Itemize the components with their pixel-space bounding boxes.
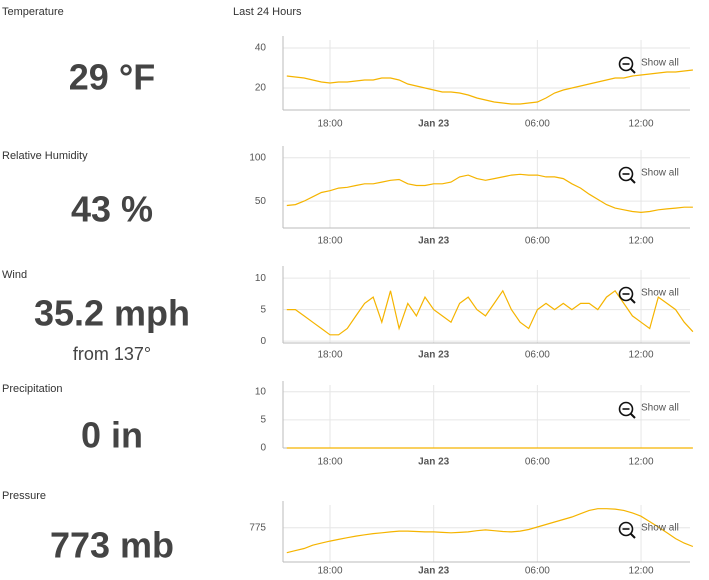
panel-label: Relative Humidity [2,150,88,162]
zoom-icon[interactable] [618,521,634,537]
y-tick-label: 5 [260,304,266,315]
y-tick-label: 40 [255,43,267,54]
show-all[interactable]: Show all [641,168,679,179]
zoom-icon[interactable] [618,401,634,417]
y-tick-label: 5 [260,415,266,426]
reading-detail: from 137° [73,344,151,364]
x-tick-label: 12:00 [629,119,654,130]
x-tick-label: 06:00 [525,119,550,130]
y-tick-label: 20 [255,83,267,94]
reading: 0 in [81,415,143,456]
show-all[interactable]: Show all [641,523,679,534]
x-tick-label: Jan 23 [418,119,450,130]
y-tick-label: 100 [249,152,266,163]
reading: 35.2 mph [34,293,190,334]
zoom-icon[interactable] [618,166,634,182]
x-tick-label: 12:00 [629,236,654,247]
panel-label: Temperature [2,6,64,18]
y-tick-label: 10 [255,386,267,397]
reading: 773 mb [50,525,174,566]
zoom-icon-handle [629,532,636,539]
zoom-icon[interactable] [618,56,634,72]
x-tick-label: 12:00 [629,457,654,468]
line [286,508,694,554]
line [286,289,694,336]
x-tick-label: 12:00 [629,566,654,577]
show-all[interactable]: Show all [641,403,679,414]
x-tick-label: Jan 23 [418,236,450,247]
x-tick-label: 18:00 [317,236,342,247]
line [286,69,693,105]
x-tick-label: 06:00 [525,350,550,361]
panel-label: Pressure [2,490,46,502]
y-tick-label: 0 [260,336,266,347]
y-tick-label: 10 [255,273,267,284]
show-all[interactable]: Show all [641,58,679,69]
x-tick-label: 18:00 [317,119,342,130]
panel-label: Wind [2,269,27,281]
x-tick-label: 06:00 [525,457,550,468]
x-tick-label: 06:00 [525,236,550,247]
zoom-icon-handle [629,412,636,419]
zoom-icon[interactable] [618,286,634,302]
y-tick-label: 0 [260,443,266,454]
x-tick-label: 18:00 [317,566,342,577]
x-tick-label: 12:00 [629,350,654,361]
zoom-icon-handle [629,177,636,184]
x-tick-label: 18:00 [317,457,342,468]
reading: 43 % [71,189,153,230]
x-tick-label: Jan 23 [418,457,450,468]
y-tick-label: 50 [255,196,267,207]
line [286,173,693,214]
y-tick-label: 775 [249,522,266,533]
panel-label: Precipitation [2,383,63,395]
x-tick-label: 18:00 [317,350,342,361]
zoom-icon-handle [629,67,636,74]
x-tick-label: Jan 23 [418,566,450,577]
x-tick-label: Jan 23 [418,350,450,361]
zoom-icon-handle [629,297,636,304]
reading: 29 °F [69,57,155,98]
x-tick-label: 06:00 [525,566,550,577]
header: Last 24 Hours [233,6,302,18]
show-all[interactable]: Show all [641,288,679,299]
